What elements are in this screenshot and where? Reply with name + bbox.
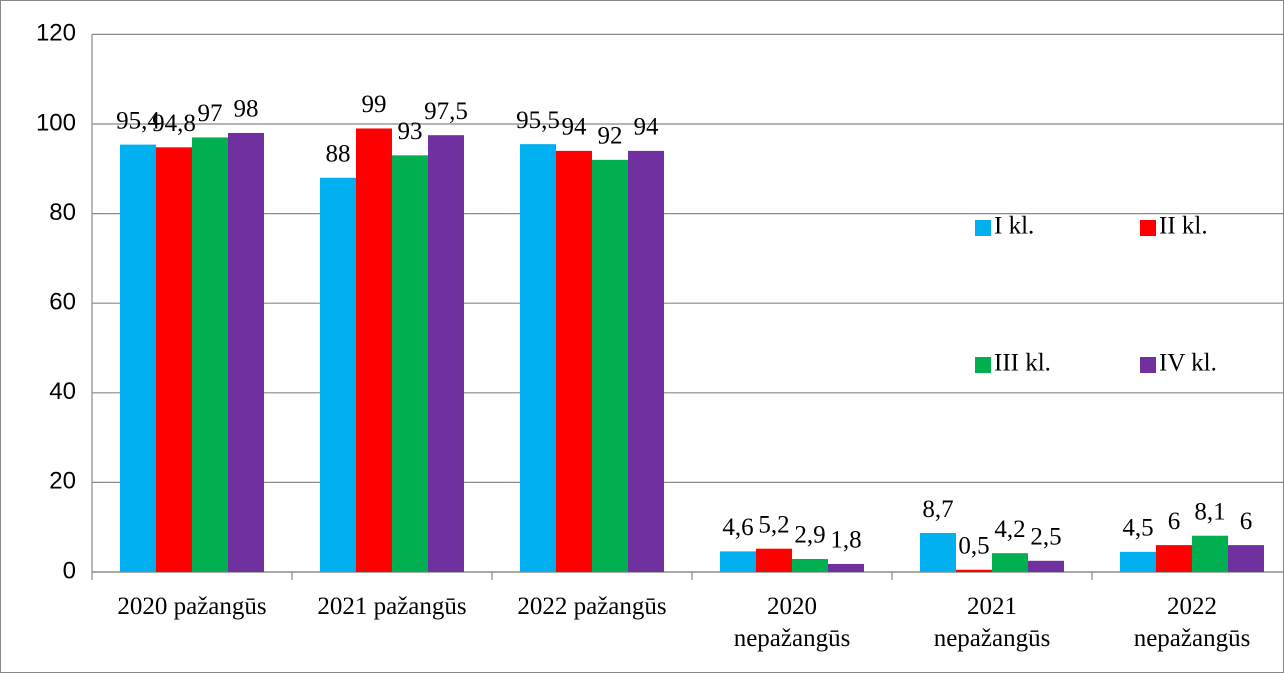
x-tick-label-line: 2022 pažangūs (517, 593, 666, 620)
bar (356, 128, 392, 573)
value-label: 2,9 (794, 522, 825, 549)
bar (192, 137, 228, 572)
legend-label: IV kl. (1159, 350, 1217, 377)
value-label: 8,7 (922, 496, 953, 523)
legend-label: II kl. (1159, 213, 1208, 240)
legend-swatch (1140, 220, 1156, 236)
bar (392, 155, 428, 573)
bar (592, 159, 628, 572)
x-tick-label-line: nepažangūs (934, 625, 1051, 652)
bar (992, 553, 1028, 572)
value-label: 95,4 (116, 107, 160, 134)
value-label: 4,2 (994, 516, 1025, 543)
x-tick-label: 2021 nepažangūs (934, 593, 1051, 652)
bar (1228, 545, 1264, 572)
value-label: 4,5 (1122, 515, 1153, 542)
x-tick-label-line: 2020 (767, 593, 817, 620)
legend-swatch (1140, 357, 1156, 373)
y-tick-label: 0 (63, 557, 76, 584)
x-tick-label-line: 2020 pažangūs (117, 593, 266, 620)
value-label: 2,5 (1030, 524, 1061, 551)
x-tick-label-line: 2022 (1167, 593, 1217, 620)
bar (156, 147, 192, 572)
x-tick-label: 2022 pažangūs (517, 593, 666, 620)
bar (1156, 545, 1192, 572)
bar (520, 144, 556, 572)
x-tick-label: 2021 pažangūs (317, 593, 466, 620)
y-tick-label: 60 (49, 289, 76, 316)
x-tick-label-line: 2021 pažangūs (317, 593, 466, 620)
bar (120, 144, 156, 572)
value-label: 6 (1240, 508, 1253, 535)
x-tick-label: 2020 nepažangūs (734, 593, 851, 652)
value-label: 94 (562, 114, 588, 141)
y-tick-label: 40 (49, 378, 76, 405)
bar (792, 559, 828, 572)
x-tick-label-line: nepažangūs (1134, 625, 1251, 652)
bar (428, 135, 464, 572)
x-tick-label: 2022 nepažangūs (1134, 593, 1251, 652)
legend-swatch (975, 357, 991, 373)
bar (1192, 535, 1228, 572)
value-label: 88 (326, 140, 351, 167)
bar (720, 551, 756, 572)
value-label: 94,8 (152, 110, 196, 137)
bar (756, 548, 792, 572)
y-tick-label: 80 (49, 199, 76, 226)
legend-swatch (975, 220, 991, 236)
value-label: 97,5 (424, 98, 468, 125)
legend-label: III kl. (994, 350, 1051, 377)
value-label: 98 (234, 96, 259, 123)
bar (1028, 560, 1064, 572)
legend-label: I kl. (994, 213, 1034, 240)
value-label: 5,2 (758, 511, 789, 538)
y-tick-label: 100 (36, 109, 76, 136)
value-label: 94 (634, 114, 660, 141)
value-label: 92 (598, 123, 623, 150)
bar (920, 533, 956, 572)
value-label: 95,5 (516, 107, 560, 134)
value-label: 8,1 (1194, 498, 1225, 525)
y-tick-label: 120 (36, 20, 76, 47)
bar (320, 177, 356, 572)
x-tick-label-line: nepažangūs (734, 625, 851, 652)
value-label: 6 (1168, 508, 1181, 535)
bar (828, 563, 864, 572)
bar (228, 132, 264, 572)
value-label: 4,6 (722, 514, 753, 541)
bar (628, 150, 664, 572)
bar (556, 150, 592, 572)
value-label: 99 (362, 91, 387, 118)
value-label: 93 (398, 118, 423, 145)
value-label: 0,5 (958, 532, 989, 559)
y-tick-label: 20 (49, 468, 76, 495)
value-label: 97 (198, 100, 223, 127)
x-tick-label-line: 2021 (967, 593, 1017, 620)
bar (956, 569, 992, 572)
value-label: 1,8 (830, 527, 861, 554)
bar (1120, 551, 1156, 572)
x-tick-label: 2020 pažangūs (117, 593, 266, 620)
